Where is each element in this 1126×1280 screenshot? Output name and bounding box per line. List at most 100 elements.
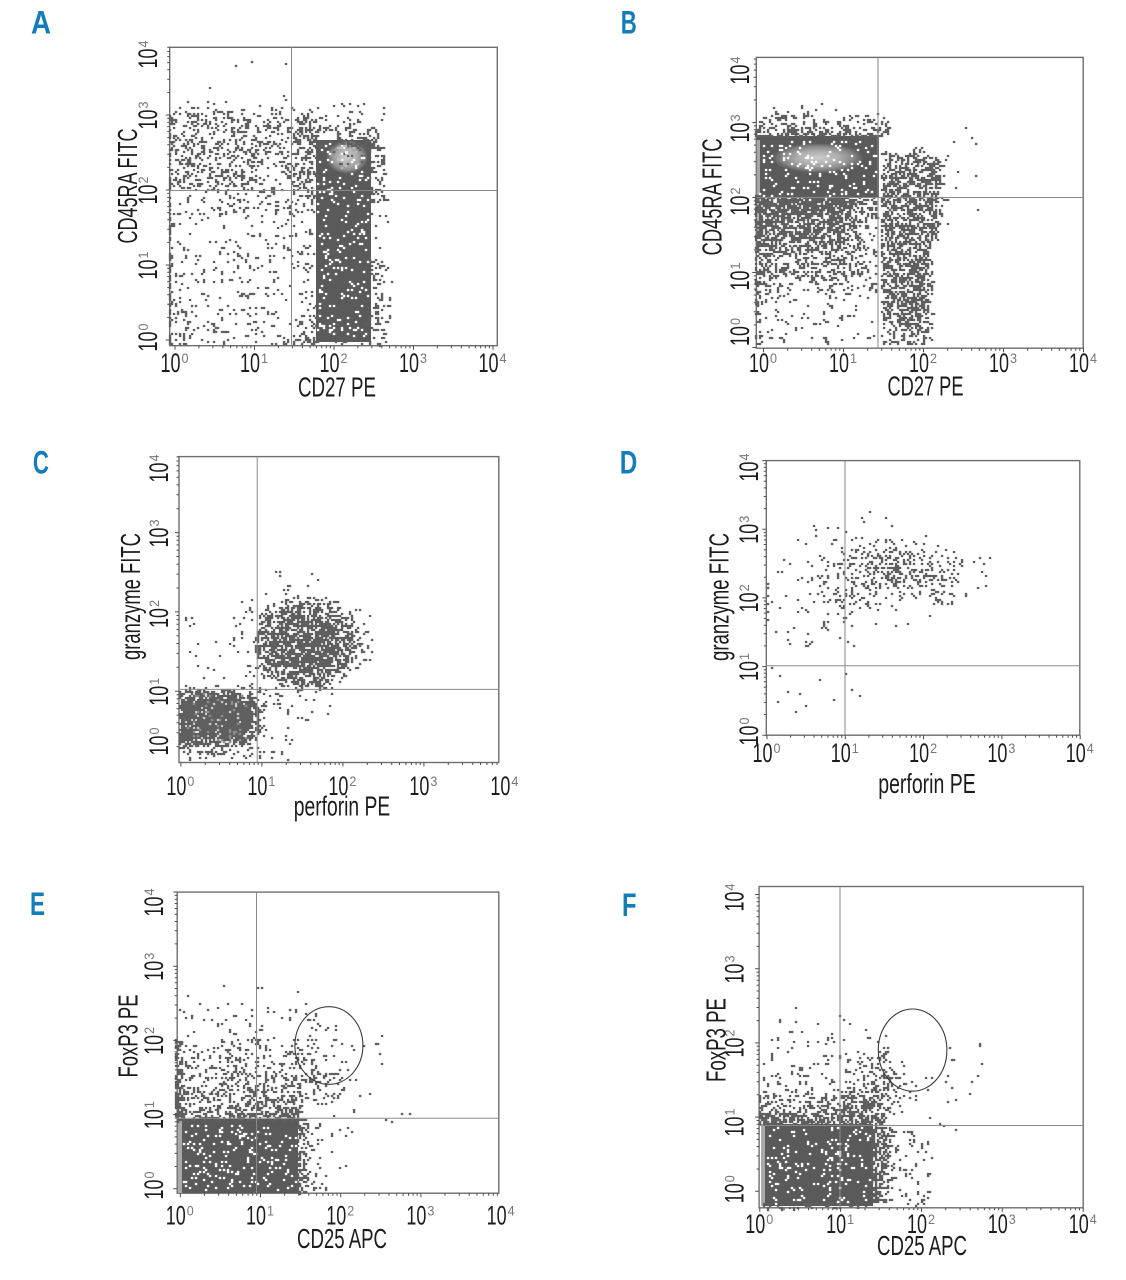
svg-text:10: 10 [719,1183,749,1203]
svg-text:1: 1 [847,1211,854,1227]
svg-text:2: 2 [928,1211,935,1227]
svg-text:4: 4 [508,1203,515,1219]
svg-text:4: 4 [1090,1211,1097,1227]
svg-text:10: 10 [139,1180,169,1200]
svg-text:10: 10 [328,771,348,801]
svg-text:0: 0 [722,1175,738,1182]
svg-text:2: 2 [341,350,348,366]
svg-text:10: 10 [734,661,764,681]
svg-text:10: 10 [139,897,169,917]
svg-text:10: 10 [247,771,267,801]
svg-text:0: 0 [146,727,162,734]
svg-text:4: 4 [135,40,151,47]
svg-text:10: 10 [133,260,163,280]
svg-text:0: 0 [187,1203,194,1219]
svg-text:10: 10 [749,348,769,378]
svg-text:4: 4 [1087,740,1094,756]
svg-text:10: 10 [166,1201,186,1231]
svg-text:0: 0 [141,1171,157,1178]
svg-text:10: 10 [829,348,849,378]
svg-text:2: 2 [347,1203,354,1219]
svg-text:10: 10 [826,1209,846,1239]
svg-text:FoxP3 PE: FoxP3 PE [113,995,144,1078]
svg-text:CD45RA FITC: CD45RA FITC [112,129,143,244]
svg-text:perforin PE: perforin PE [878,768,976,799]
svg-text:10: 10 [907,1209,927,1239]
svg-text:10: 10 [734,592,764,612]
svg-text:granzyme FITC: granzyme FITC [115,533,146,660]
svg-text:3: 3 [1008,740,1015,756]
svg-text:CD25 APC: CD25 APC [877,1230,967,1261]
svg-text:10: 10 [139,1109,169,1129]
svg-text:10: 10 [240,348,260,378]
svg-text:E: E [30,886,45,922]
svg-text:2: 2 [930,740,937,756]
svg-text:FoxP3 PE: FoxP3 PE [701,998,732,1082]
svg-text:granzyme FITC: granzyme FITC [704,533,735,661]
svg-text:1: 1 [727,262,743,269]
svg-text:4: 4 [146,454,162,461]
svg-text:10: 10 [1069,1209,1089,1239]
svg-text:1: 1 [268,773,275,789]
svg-text:0: 0 [182,350,189,366]
svg-text:A: A [31,4,51,40]
svg-text:2: 2 [141,1027,157,1034]
svg-text:0: 0 [736,717,752,724]
svg-text:4: 4 [511,773,518,789]
svg-text:10: 10 [725,271,755,291]
svg-text:CD27 PE: CD27 PE [298,371,376,402]
svg-text:1: 1 [722,1108,738,1115]
svg-text:10: 10 [144,463,174,483]
svg-text:10: 10 [409,771,429,801]
svg-text:10: 10 [909,738,929,768]
svg-text:10: 10 [719,1117,749,1137]
svg-text:10: 10 [831,738,851,768]
svg-text:4: 4 [1090,350,1097,366]
svg-text:10: 10 [326,1201,346,1231]
svg-text:10: 10 [725,326,755,346]
svg-text:perforin PE: perforin PE [294,791,391,822]
svg-text:3: 3 [430,773,437,789]
svg-text:10: 10 [406,1201,426,1231]
svg-text:10: 10 [1069,348,1089,378]
svg-text:1: 1 [267,1203,274,1219]
svg-text:C: C [33,444,49,480]
svg-text:D: D [620,445,638,481]
svg-text:10: 10 [753,738,773,768]
svg-text:10: 10 [139,961,169,981]
svg-text:4: 4 [736,453,752,460]
svg-text:10: 10 [1066,738,1086,768]
svg-text:CD45RA FITC: CD45RA FITC [696,138,727,255]
svg-text:10: 10 [320,348,340,378]
svg-text:1: 1 [850,350,857,366]
svg-text:10: 10 [734,524,764,544]
svg-text:2: 2 [727,187,743,194]
svg-text:0: 0 [727,318,743,325]
svg-text:2: 2 [736,584,752,591]
svg-text:10: 10 [719,964,749,984]
svg-text:4: 4 [141,888,157,895]
svg-text:10: 10 [725,123,755,143]
svg-text:3: 3 [722,955,738,962]
svg-text:3: 3 [427,1203,434,1219]
svg-text:10: 10 [734,462,764,482]
svg-text:10: 10 [725,196,755,216]
svg-text:10: 10 [725,65,755,85]
svg-text:10: 10 [745,1209,765,1239]
svg-text:3: 3 [1010,350,1017,366]
svg-text:3: 3 [141,953,157,960]
svg-text:10: 10 [133,110,163,130]
svg-text:2: 2 [349,773,356,789]
svg-text:2: 2 [135,176,151,183]
svg-text:0: 0 [135,323,151,330]
svg-text:1: 1 [141,1101,157,1108]
svg-text:1: 1 [261,350,268,366]
svg-text:4: 4 [500,350,507,366]
svg-text:10: 10 [246,1201,266,1231]
svg-text:4: 4 [727,56,743,63]
svg-text:10: 10 [909,348,929,378]
svg-text:10: 10 [139,1035,169,1055]
svg-text:F: F [622,887,637,923]
svg-text:2: 2 [146,600,162,607]
svg-text:3: 3 [146,519,162,526]
